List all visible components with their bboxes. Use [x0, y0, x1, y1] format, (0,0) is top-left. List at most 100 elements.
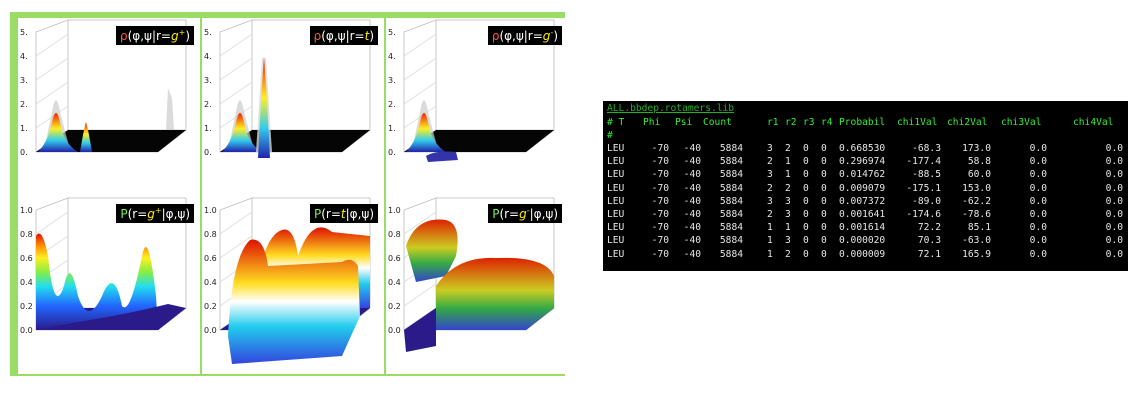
table-cell: -40 — [683, 143, 701, 154]
table-cell: 2 — [767, 182, 773, 194]
table-cell: 173.0 — [962, 143, 991, 154]
z-tick-label: 1. — [388, 124, 396, 133]
table-cell: LEU — [607, 195, 625, 207]
table-cell: 72.2 — [917, 222, 941, 234]
panel-title-tail: ) — [553, 29, 558, 43]
table-cell: 0.0 — [1105, 195, 1123, 207]
table-cell: 0.668530 — [839, 143, 886, 154]
table-cell: 3 — [767, 143, 773, 154]
z-tick-label: 0.2 — [20, 302, 33, 311]
table-cell: 0 — [821, 195, 827, 207]
table-cell: -88.5 — [912, 169, 941, 181]
table-cell: 0 — [821, 248, 827, 260]
panel-title-state: g — [519, 207, 527, 221]
table-cell: 0.0 — [1105, 209, 1123, 220]
table-cell: 0 — [803, 156, 809, 168]
panel-title-head: (r= — [127, 207, 148, 221]
table-cell: chi2Val — [947, 117, 988, 128]
panel-title-head: (φ,ψ|r= — [127, 29, 171, 43]
z-tick-label: 3. — [204, 76, 212, 85]
z-tick-label: 4. — [20, 52, 28, 61]
table-cell: 5884 — [719, 156, 743, 168]
z-tick-label: 0.6 — [204, 254, 217, 263]
surface-panel-rho-gplus: 0. 1. 2. 3. 4. 5. ρ(φ,ψ|r=g+) — [18, 18, 200, 196]
panel-title: ρ(φ,ψ|r=g-) — [487, 26, 562, 45]
table-cell: 0.0 — [1105, 182, 1123, 194]
z-tick-label: 2. — [388, 100, 396, 109]
z-tick-label: 1. — [204, 124, 212, 133]
panel-title-symbol: P — [120, 207, 128, 221]
table-cell: 2 — [767, 209, 773, 220]
table-cell: -40 — [683, 195, 701, 207]
table-cell: -70 — [651, 248, 669, 260]
table-cell: 0.0 — [1029, 222, 1047, 234]
panel-title: P(r=g+|φ,ψ) — [116, 204, 194, 223]
table-cell: 0.0 — [1105, 169, 1123, 181]
table-cell: Phi — [643, 117, 661, 128]
table-cell: 0.0 — [1105, 222, 1123, 234]
panel-title-head: (φ,ψ|r= — [321, 29, 365, 43]
table-cell: 5884 — [719, 182, 743, 194]
table-cell: 0.014762 — [839, 169, 886, 181]
z-tick-label: 0. — [204, 148, 212, 157]
panel-title-tail: ) — [369, 29, 374, 43]
table-cell: 165.9 — [962, 248, 991, 260]
table-cell: 5884 — [719, 248, 743, 260]
panel-title-head: (r= — [499, 207, 520, 221]
table-cell: 0.0 — [1029, 195, 1047, 207]
table-cell: -70 — [651, 182, 669, 194]
table-cell: -68.3 — [912, 143, 941, 154]
table-cell: 5884 — [719, 222, 743, 234]
table-cell: -40 — [683, 248, 701, 260]
z-tick-label: 5. — [204, 28, 212, 37]
surface-plot-P-gplus: 0.0 0.2 0.4 0.6 0.8 1.0 — [20, 197, 187, 335]
z-tick-label: 0. — [20, 148, 28, 157]
table-cell: 1 — [767, 248, 773, 260]
panel-title-tail: ) — [185, 29, 190, 43]
table-cell: -40 — [683, 235, 701, 247]
library-filename: ALL.bbdep.rotamers.lib — [607, 103, 735, 114]
panel-title-state: t — [340, 207, 346, 221]
table-cell: 1 — [767, 235, 773, 247]
rotamer-library-terminal: ALL.bbdep.rotamers.lib # T Phi Psi Count r1 r… — [603, 101, 1128, 271]
z-tick-label: 0.8 — [20, 230, 33, 239]
table-cell: -70 — [651, 169, 669, 181]
table-cell: -70 — [651, 209, 669, 220]
z-tick-label: 1. — [20, 124, 28, 133]
table-cell: 0 — [821, 169, 827, 181]
z-tick-label: 1.0 — [20, 206, 33, 215]
surface-panel-rho-t: 0. 1. 2. 3. 4. 5. ρ(φ,ψ|r=t) — [202, 18, 384, 196]
table-cell: 0.000009 — [839, 248, 886, 260]
panel-title-state: g — [542, 29, 551, 43]
z-tick-label: 0.0 — [20, 326, 33, 335]
panel-title-symbol: ρ — [120, 29, 128, 43]
table-cell: 3 — [785, 209, 791, 220]
table-cell: 0.296974 — [839, 156, 886, 168]
table-cell: -40 — [683, 182, 701, 194]
table-cell: 1 — [767, 222, 773, 234]
surface-panel-P-gplus: 0.0 0.2 0.4 0.6 0.8 1.0 P(r=g+|φ,ψ) — [18, 196, 200, 374]
table-cell: LEU — [607, 169, 625, 181]
panel-title-sup: - — [526, 206, 530, 215]
table-cell: 3 — [785, 235, 791, 247]
table-cell: 0 — [821, 143, 827, 154]
z-tick-label: 1.0 — [388, 206, 401, 215]
z-tick-label: 0.4 — [388, 278, 401, 287]
table-cell: 1 — [785, 222, 791, 234]
table-cell: 0.001641 — [839, 209, 886, 220]
z-tick-label: 2. — [204, 100, 212, 109]
table-cell: 0 — [803, 209, 809, 220]
z-tick-label: 0.8 — [388, 230, 401, 239]
z-tick-label: 0. — [388, 148, 396, 157]
surface-plot-rho-t: 0. 1. 2. 3. 4. 5. — [204, 19, 371, 158]
table-cell: -175.1 — [906, 182, 941, 194]
table-cell: 3 — [767, 169, 773, 181]
table-cell: Count — [703, 117, 732, 128]
panel-title-symbol: P — [313, 207, 322, 221]
z-tick-label: 0.6 — [20, 254, 33, 263]
table-cell: 0.0 — [1105, 235, 1123, 247]
table-cell: -70 — [651, 235, 669, 247]
surface-plot-P-gminus: 0.0 0.2 0.4 0.6 0.8 1.0 — [388, 197, 555, 352]
z-tick-label: 0.2 — [388, 302, 401, 311]
panel-title-head: (r= — [321, 207, 341, 221]
